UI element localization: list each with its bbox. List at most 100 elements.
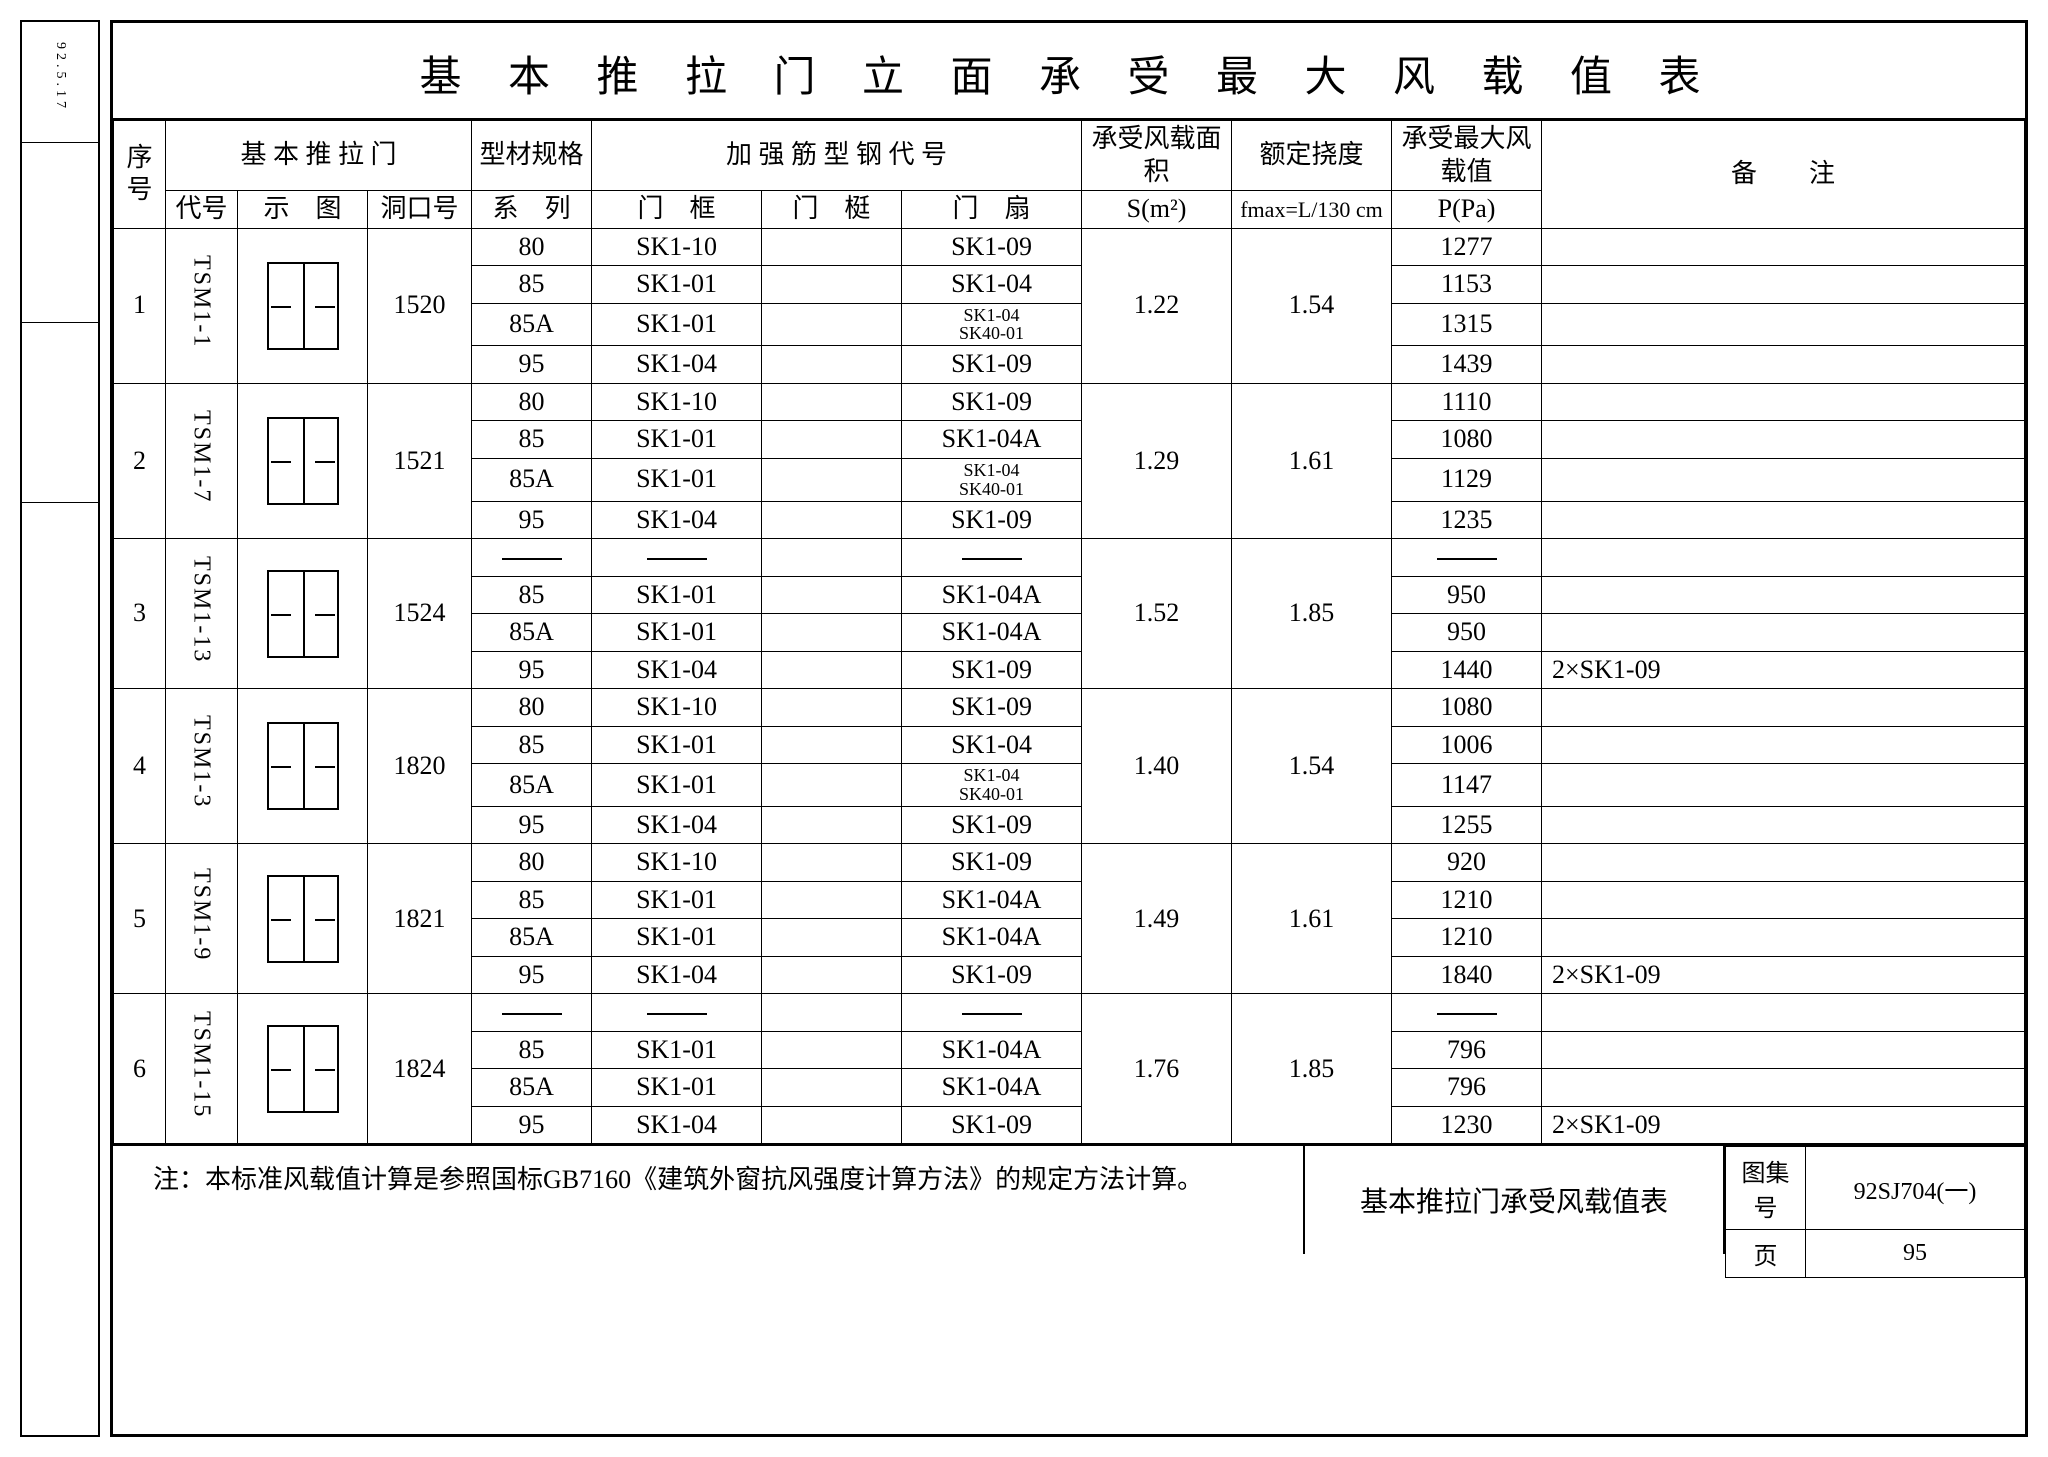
th-figure: 示 图 [238,191,368,229]
cell-opening: 1821 [368,844,472,994]
cell-profile: 80 [472,844,592,882]
cell-opening: 1520 [368,228,472,383]
cell-leaf: SK1-09 [902,689,1082,727]
wind-load-table: 序号 基 本 推 拉 门 型材规格 加 强 筋 型 钢 代 号 承受风载面积 额… [113,120,2025,1144]
binding-stub: 92.5.17 [20,20,100,1437]
cell-frame: SK1-01 [592,614,762,652]
cell-remarks: 2×SK1-09 [1542,956,2025,994]
cell-S: 1.29 [1082,383,1232,538]
cell-frame: SK1-04 [592,956,762,994]
cell-stile [762,614,902,652]
cell-profile: 80 [472,228,592,266]
cell-remarks [1542,458,2025,501]
cell-P: 1080 [1392,689,1542,727]
th-seq: 序号 [114,121,166,229]
cell-leaf: SK1-04A [902,881,1082,919]
cell-seq: 1 [114,228,166,383]
cell-figure [238,383,368,538]
cell-stile [762,1106,902,1144]
table-body: 1TSM1-1152080SK1-10SK1-091.221.54127785S… [114,228,2025,1144]
cell-profile: 80 [472,383,592,421]
cell-P: 1210 [1392,919,1542,957]
table-row: 2TSM1-7152180SK1-10SK1-091.291.611110 [114,383,2025,421]
cell-leaf: SK1-04A [902,421,1082,459]
cell-stile [762,303,902,346]
cell-remarks [1542,726,2025,764]
cell-code: TSM1-15 [166,994,238,1144]
th-profile: 型材规格 [472,121,592,191]
cell-leaf: SK1-04SK40-01 [902,303,1082,346]
cell-profile: 85 [472,726,592,764]
th-leaf: 门 扇 [902,191,1082,229]
cell-figure [238,689,368,844]
cell-code: TSM1-7 [166,383,238,538]
cell-frame: SK1-10 [592,228,762,266]
stub-text: 92.5.17 [52,42,68,112]
cell-stile [762,1069,902,1107]
cell-profile: 85A [472,764,592,807]
cell-leaf: SK1-04A [902,614,1082,652]
cell-leaf: SK1-09 [902,806,1082,844]
sheet-frame: 基 本 推 拉 门 立 面 承 受 最 大 风 载 值 表 序号 基 本 推 拉… [110,20,2028,1437]
cell-stile [762,881,902,919]
cell-fmax: 1.54 [1232,228,1392,383]
door-icon [267,262,339,350]
cell-P [1392,994,1542,1032]
title-block: 图集号 92SJ704(一) 页 95 [1725,1146,2025,1254]
table-row: 5TSM1-9182180SK1-10SK1-091.491.61920 [114,844,2025,882]
cell-profile: 85 [472,881,592,919]
cell-frame [592,539,762,577]
cell-profile: 80 [472,689,592,727]
cell-remarks [1542,614,2025,652]
cell-profile: 85A [472,1069,592,1107]
cell-P: 1147 [1392,764,1542,807]
cell-frame: SK1-01 [592,919,762,957]
cell-remarks [1542,1069,2025,1107]
door-icon [267,875,339,963]
table-row: 6TSM1-1518241.761.85 [114,994,2025,1032]
cell-remarks [1542,228,2025,266]
page-number: 95 [1806,1230,2025,1278]
cell-remarks [1542,844,2025,882]
cell-P: 1315 [1392,303,1542,346]
album-value: 92SJ704(一) [1806,1147,2025,1230]
cell-fmax: 1.85 [1232,539,1392,689]
cell-opening: 1521 [368,383,472,538]
cell-remarks [1542,383,2025,421]
cell-P: 1235 [1392,501,1542,539]
cell-leaf: SK1-04A [902,1031,1082,1069]
cell-opening: 1824 [368,994,472,1144]
cell-profile: 85 [472,576,592,614]
cell-frame: SK1-01 [592,881,762,919]
cell-fmax: 1.61 [1232,844,1392,994]
cell-code: TSM1-3 [166,689,238,844]
cell-stile [762,539,902,577]
cell-code: TSM1-13 [166,539,238,689]
cell-P: 920 [1392,844,1542,882]
cell-P [1392,539,1542,577]
footer: 注：本标准风载值计算是参照国标GB7160《建筑外窗抗风强度计算方法》的规定方法… [113,1144,2025,1254]
th-profile-sub: 系 列 [472,191,592,229]
cell-profile [472,994,592,1032]
cell-frame: SK1-01 [592,303,762,346]
page-label: 页 [1726,1230,1806,1278]
cell-remarks [1542,919,2025,957]
cell-leaf: SK1-04A [902,919,1082,957]
cell-P: 950 [1392,614,1542,652]
cell-profile [472,539,592,577]
door-icon [267,1025,339,1113]
cell-remarks [1542,881,2025,919]
cell-remarks [1542,576,2025,614]
cell-seq: 6 [114,994,166,1144]
cell-figure [238,539,368,689]
cell-remarks: 2×SK1-09 [1542,651,2025,689]
cell-S: 1.40 [1082,689,1232,844]
cell-profile: 95 [472,1106,592,1144]
th-remarks: 备 注 [1542,121,2025,229]
page: 92.5.17 基 本 推 拉 门 立 面 承 受 最 大 风 载 值 表 序号… [20,20,2028,1437]
th-deflection: 额定挠度 [1232,121,1392,191]
cell-S: 1.76 [1082,994,1232,1144]
cell-stile [762,994,902,1032]
cell-leaf: SK1-09 [902,501,1082,539]
cell-S: 1.22 [1082,228,1232,383]
